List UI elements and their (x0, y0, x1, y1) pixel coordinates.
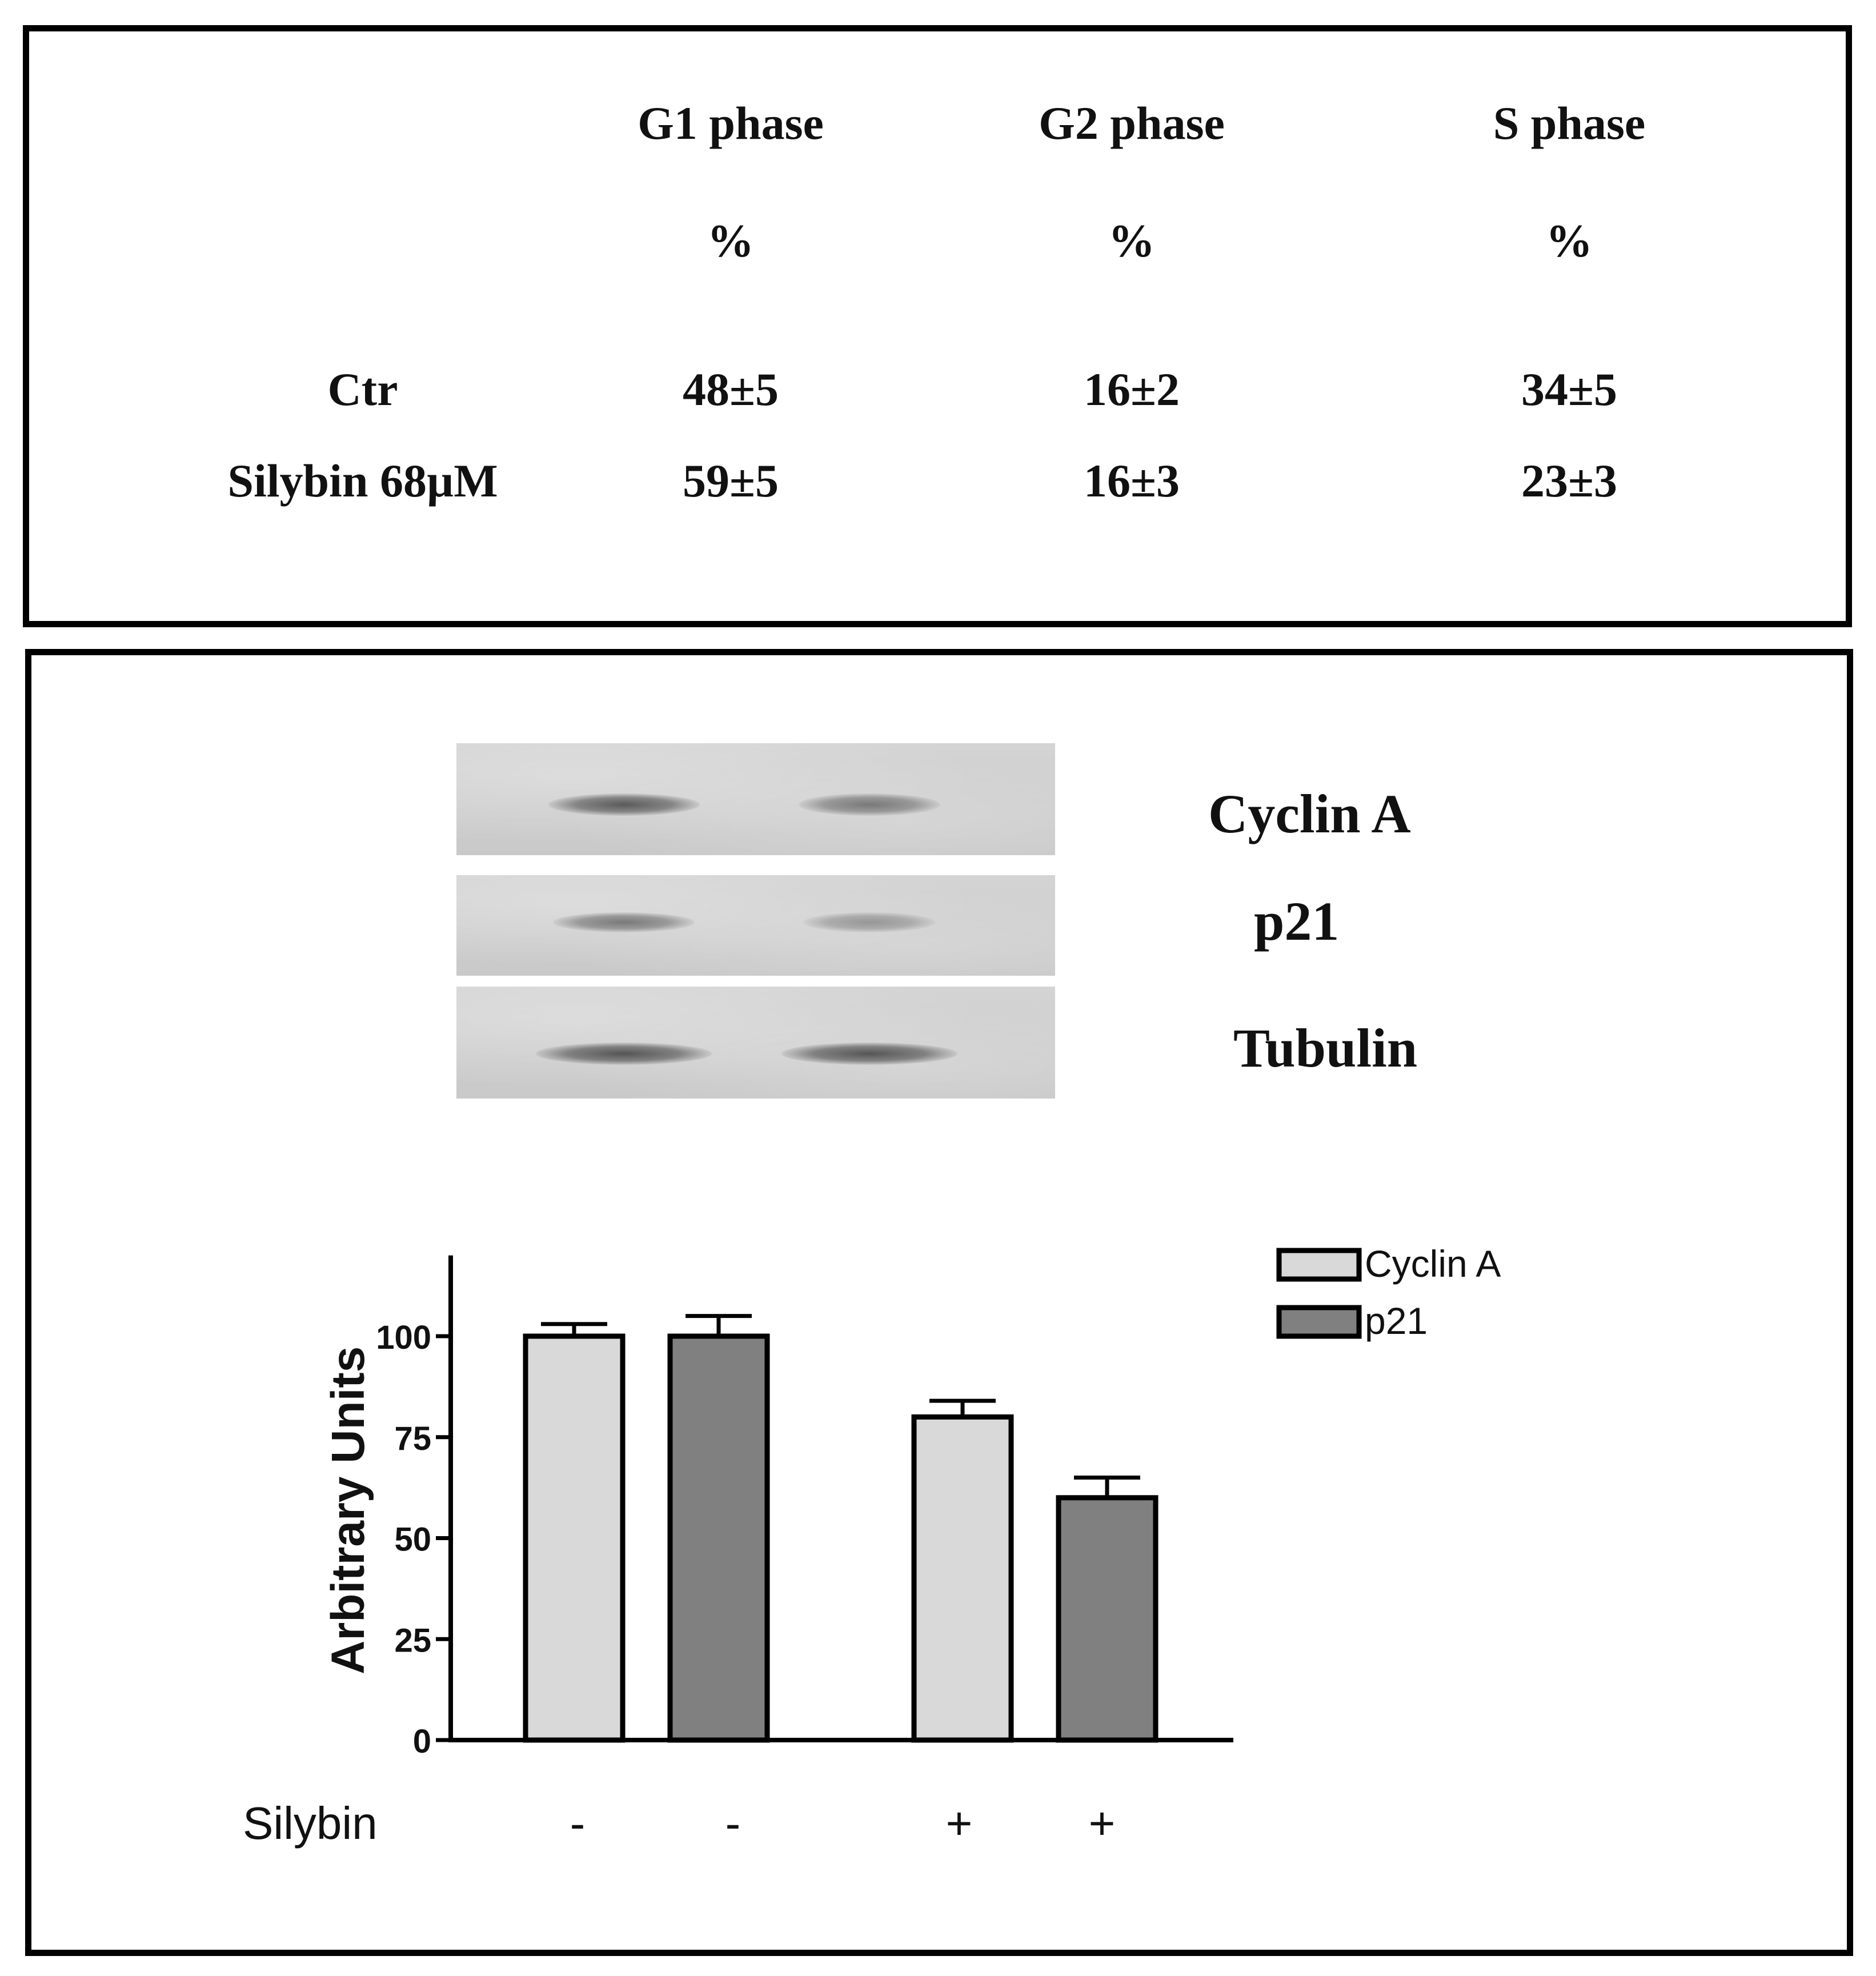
gel-strip-tubulin (456, 987, 1055, 1099)
row-label-ctr: Ctr (327, 363, 398, 415)
blot-label-tubulin: Tubulin (1233, 1017, 1418, 1079)
gel-band (553, 912, 695, 933)
cell-ctr-s: 34±5 (1521, 363, 1618, 415)
legend-label: Cyclin A (1365, 1242, 1501, 1285)
cell-ctr-g2: 16±2 (1083, 363, 1180, 415)
bar (667, 1333, 770, 1743)
legend-label: p21 (1365, 1300, 1428, 1342)
gel-band (799, 793, 941, 816)
legend-swatch (1276, 1248, 1362, 1282)
bar (523, 1333, 626, 1743)
y-tick-label: 0 (413, 1723, 431, 1760)
gel-strip-p21 (456, 875, 1055, 976)
x-category-label: + (946, 1798, 973, 1849)
col-unit-g2: % (1108, 215, 1155, 267)
col-unit-g1: % (707, 215, 754, 267)
gel-band (536, 1043, 712, 1065)
x-category-label: + (1089, 1798, 1116, 1849)
col-header-g2: G2 phase (1039, 97, 1225, 149)
y-tick-label: 75 (394, 1420, 431, 1457)
col-unit-s: % (1546, 215, 1593, 267)
row-label-silybin: Silybin 68µM (227, 455, 498, 507)
gel-band (781, 1043, 958, 1065)
blot-chart-panel: Cyclin A p21 Tubulin 0 25 50 75 100 Arbitrary… (25, 649, 1853, 1956)
cell-cycle-table-panel: G1 phase G2 phase S phase % % % Ctr 48±5… (23, 25, 1852, 627)
y-tick-label: 25 (394, 1622, 431, 1659)
x-axis-title: Silybin (243, 1798, 378, 1849)
cell-silybin-g2: 16±3 (1083, 455, 1180, 507)
legend-swatch (1276, 1305, 1362, 1339)
gel-band (548, 793, 700, 816)
col-header-g1: G1 phase (638, 97, 824, 149)
x-category-label: - (570, 1798, 586, 1849)
y-axis-title: Arbitrary Units (322, 1346, 374, 1674)
y-tick-label: 100 (376, 1319, 431, 1356)
bar (1056, 1495, 1159, 1743)
gel-strip-cyclin-a (456, 743, 1055, 855)
y-tick-label: 50 (394, 1521, 431, 1558)
col-header-s: S phase (1493, 97, 1646, 149)
cell-silybin-g1: 59±5 (682, 455, 779, 507)
blot-label-cyclin-a: Cyclin A (1208, 783, 1411, 844)
x-category-label: - (725, 1798, 741, 1849)
blot-label-p21: p21 (1254, 891, 1340, 952)
gel-band (803, 912, 936, 933)
cell-silybin-s: 23±3 (1521, 455, 1618, 507)
bar (911, 1414, 1014, 1743)
cell-ctr-g1: 48±5 (682, 363, 779, 415)
